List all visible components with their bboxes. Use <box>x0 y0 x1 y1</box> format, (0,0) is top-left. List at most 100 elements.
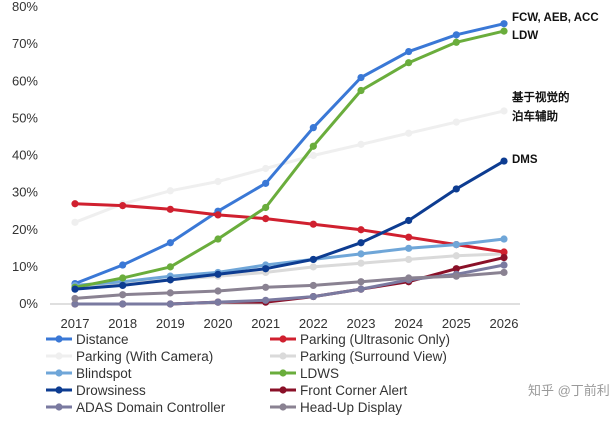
data-point <box>309 124 317 132</box>
data-point <box>405 274 413 282</box>
data-point <box>214 211 222 219</box>
data-point <box>357 140 365 148</box>
data-point <box>166 263 174 271</box>
y-axis-ticks: 0% 10% 20% 30% 40% 50% 60% 70% 80% <box>12 0 38 311</box>
legend-label: LDWS <box>300 366 339 381</box>
legend-item: Head-Up Display <box>270 400 402 415</box>
data-point <box>262 179 270 187</box>
series-end-annotation: 基于视觉的 <box>511 90 570 104</box>
data-point <box>405 129 413 137</box>
legend-item: Parking (With Camera) <box>46 349 213 364</box>
x-tick-label: 2026 <box>490 316 519 331</box>
legend-label: Parking (With Camera) <box>76 349 213 364</box>
series-line <box>73 159 506 291</box>
data-point <box>71 300 79 308</box>
legend-label: Blindspot <box>76 366 132 381</box>
data-point <box>214 177 222 186</box>
data-point <box>119 291 127 299</box>
data-point <box>309 220 317 228</box>
data-point <box>262 164 270 173</box>
series-parking-ultrasonic-only <box>71 200 508 256</box>
y-tick-label: 0% <box>19 296 38 311</box>
x-tick-label: 2023 <box>347 316 376 331</box>
data-point <box>262 296 270 304</box>
y-tick-label: 10% <box>12 259 38 274</box>
legend-swatch-marker <box>55 335 63 343</box>
x-tick-label: 2017 <box>61 316 90 331</box>
data-point <box>309 263 317 271</box>
legend-label: ADAS Domain Controller <box>76 400 226 415</box>
series-line <box>73 29 506 289</box>
data-point <box>500 261 508 269</box>
data-point <box>214 270 222 278</box>
legend-swatch-marker <box>55 403 63 411</box>
data-point <box>500 157 508 165</box>
data-point <box>452 252 460 260</box>
y-tick-label: 50% <box>12 110 38 125</box>
legend-item: Parking (Ultrasonic Only) <box>270 332 450 347</box>
x-tick-label: 2018 <box>108 316 137 331</box>
series-line <box>73 237 506 287</box>
data-point <box>262 215 270 223</box>
data-point <box>262 283 270 291</box>
data-point <box>500 20 508 28</box>
data-point <box>166 276 174 284</box>
data-point <box>214 235 222 243</box>
legend-label: Drowsiness <box>76 383 146 398</box>
data-point <box>405 59 413 67</box>
series-ldws <box>71 27 508 291</box>
data-point <box>214 298 222 306</box>
data-point <box>309 292 317 301</box>
y-tick-label: 60% <box>12 73 38 88</box>
x-tick-label: 2025 <box>442 316 471 331</box>
data-point <box>500 107 508 115</box>
legend-swatch-marker <box>55 369 63 377</box>
legend-item: Drowsiness <box>46 383 146 398</box>
series-end-annotation: 泊车辅助 <box>512 109 558 123</box>
legend-label: Distance <box>76 332 129 347</box>
series-end-annotation: DMS <box>512 154 538 166</box>
legend-label: Head-Up Display <box>300 400 402 415</box>
data-point <box>166 289 174 297</box>
legend-swatch-marker <box>279 369 287 377</box>
data-point <box>405 244 413 252</box>
legend-swatch-marker <box>279 335 287 343</box>
data-point <box>71 200 79 208</box>
data-point <box>500 253 508 262</box>
y-tick-label: 30% <box>12 185 38 200</box>
watermark-group: 知乎 @丁前利 <box>528 383 610 398</box>
x-axis-ticks: 2017 2018 2019 2020 2021 2022 2023 2024 2025 2026 <box>61 316 519 331</box>
legend: Distance Parking (Ultrasonic Only) Parking… <box>46 332 450 415</box>
data-point <box>357 73 365 82</box>
data-point <box>309 142 317 150</box>
legend-swatch-marker <box>279 386 287 394</box>
data-point <box>405 216 413 225</box>
series-head-up-display <box>71 268 508 303</box>
data-point <box>452 118 460 126</box>
data-point <box>262 265 270 273</box>
series-drowsiness <box>71 157 508 293</box>
data-point <box>452 272 460 280</box>
legend-label: Front Corner Alert <box>300 383 408 398</box>
legend-item: ADAS Domain Controller <box>46 400 226 415</box>
series-line <box>73 22 506 286</box>
data-point <box>166 205 174 213</box>
data-point <box>500 27 508 35</box>
series-line <box>73 202 506 254</box>
data-point <box>357 86 365 95</box>
data-point <box>452 265 460 273</box>
data-point <box>262 203 270 212</box>
data-point <box>452 31 460 39</box>
y-tick-label: 80% <box>12 0 38 14</box>
x-tick-label: 2024 <box>394 316 423 331</box>
x-tick-label: 2020 <box>204 316 233 331</box>
data-point <box>214 287 222 295</box>
legend-swatch-marker <box>55 386 63 394</box>
data-point <box>500 268 508 277</box>
data-point <box>119 300 127 308</box>
data-point <box>452 241 460 249</box>
x-tick-label: 2019 <box>156 316 185 331</box>
data-point <box>452 38 460 46</box>
data-point <box>500 248 508 256</box>
